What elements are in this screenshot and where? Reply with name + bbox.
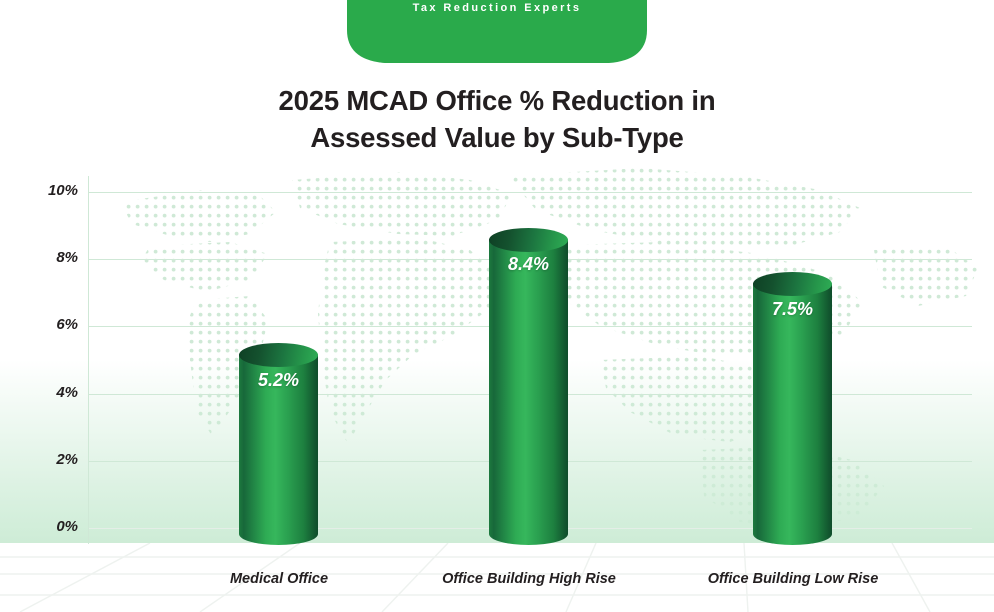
bar-value-label: 7.5% [771,299,814,319]
bar-value-label: 5.2% [257,370,300,390]
bar-value-label: 8.4% [507,254,550,274]
bar-top-cap [753,272,832,296]
brand-tagline: Tax Reduction Experts [412,2,582,14]
logo-text-c: C [414,0,435,2]
y-tick-label: 4% [56,384,78,401]
bar-office-building-high-rise[interactable]: 8.4% [489,228,568,545]
y-tick-label: 2% [56,451,78,468]
gridline-10 [88,192,972,193]
title-line-2: Assessed Value by Sub-Type [310,122,684,153]
y-tick-label: 8% [56,249,78,266]
y-axis-line [88,176,89,544]
bar-office-building-low-rise[interactable]: 7.5% [753,272,832,545]
x-category-label-office-building-high-rise: Office Building High Rise [442,571,616,587]
title-line-1: 2025 MCAD Office % Reduction in [278,85,716,116]
bar-medical-office[interactable]: 5.2% [239,343,318,545]
bar-top-cap [489,228,568,252]
brand-logo: O ’ C NNOR [347,0,647,2]
floor-grid [0,543,994,612]
x-category-label-medical-office: Medical Office [229,571,329,587]
bar-body [753,284,832,545]
bar-body [489,240,568,545]
y-tick-label: 10% [47,182,78,199]
bar-body [239,355,318,545]
y-tick-label: 6% [56,316,78,333]
logo-text-nnor: NNOR [465,0,552,2]
logo-text-o1: O [376,0,399,2]
x-category-label-office-building-low-rise: Office Building Low Rise [707,571,879,587]
bar-top-cap [239,343,318,367]
brand-banner: O ’ C NNOR Tax Reduction Experts [347,0,647,65]
y-tick-label: 0% [56,518,78,535]
page-title: 2025 MCAD Office % Reduction in Assessed… [0,82,994,156]
